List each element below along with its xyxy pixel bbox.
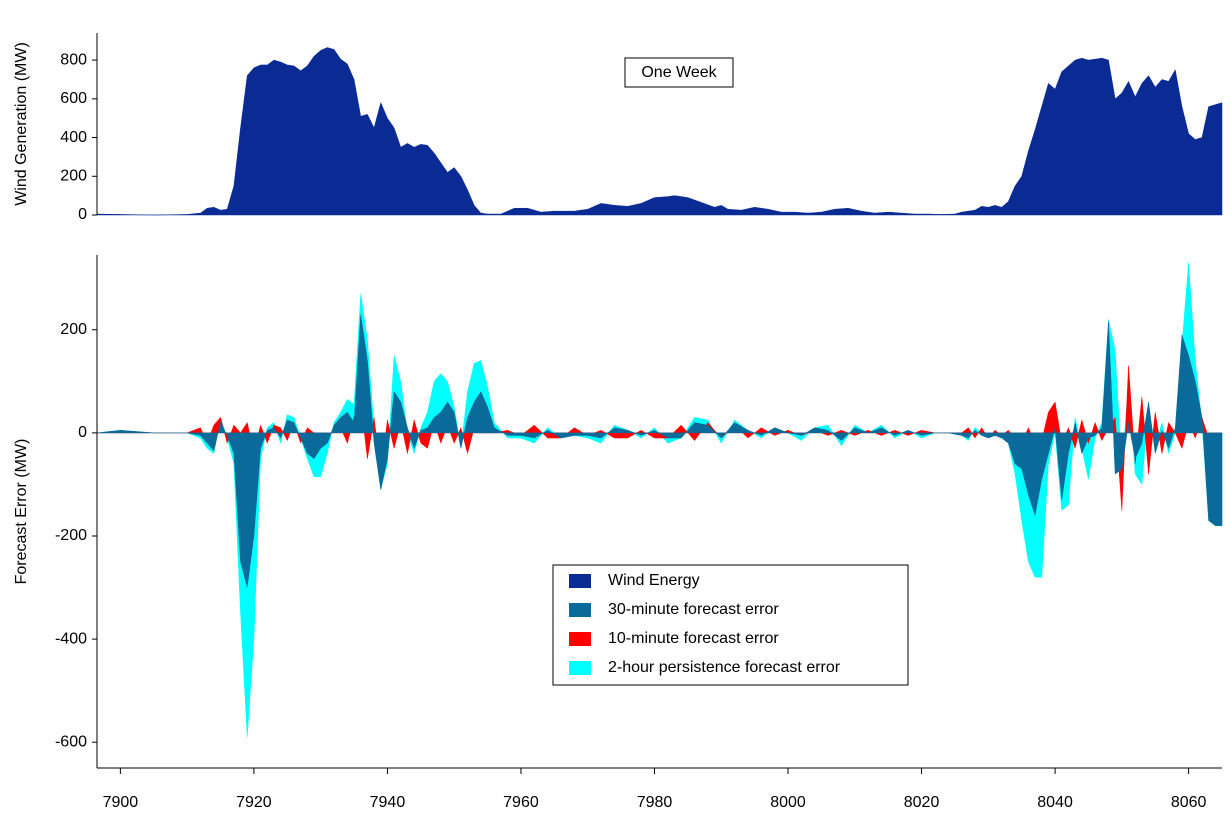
legend-label: 30-minute forecast error [608,601,779,618]
x-tick-label: 8020 [904,794,940,811]
annotation-box [624,57,734,88]
x-tick-label: 7900 [103,794,139,811]
y-tick-label: -600 [55,733,87,750]
y-tick-label: -400 [55,630,87,647]
y-tick-label: 200 [60,321,87,338]
x-tick-label: 7940 [370,794,406,811]
y-tick-label: 800 [60,51,87,68]
legend-label: 10-minute forecast error [608,630,779,647]
area [96,47,1223,216]
legend-box [552,564,909,686]
legend-swatch [569,661,591,675]
y-axis-label: Wind Generation (MW) [13,42,30,206]
y-tick-label: 600 [60,90,87,107]
y-axis-label: Forecast Error (MW) [13,439,30,585]
x-tick-label: 7960 [503,794,539,811]
y-tick-label: -200 [55,527,87,544]
y-tick-label: 200 [60,167,87,184]
x-tick-label: 8060 [1171,794,1207,811]
legend-swatch [569,603,591,617]
y-tick-label: 0 [78,206,87,223]
y-tick-label: 400 [60,129,87,146]
annotation: One Week [641,64,717,81]
x-tick-label: 8000 [770,794,806,811]
area [96,314,1223,588]
legend-label: Wind Energy [608,572,700,589]
x-tick-label: 7920 [236,794,272,811]
legend-swatch [569,574,591,588]
y-tick-label: 0 [78,424,87,441]
legend-swatch [569,632,591,646]
x-tick-label: 7980 [637,794,673,811]
x-tick-label: 8040 [1037,794,1073,811]
legend-label: 2-hour persistence forecast error [608,659,841,676]
